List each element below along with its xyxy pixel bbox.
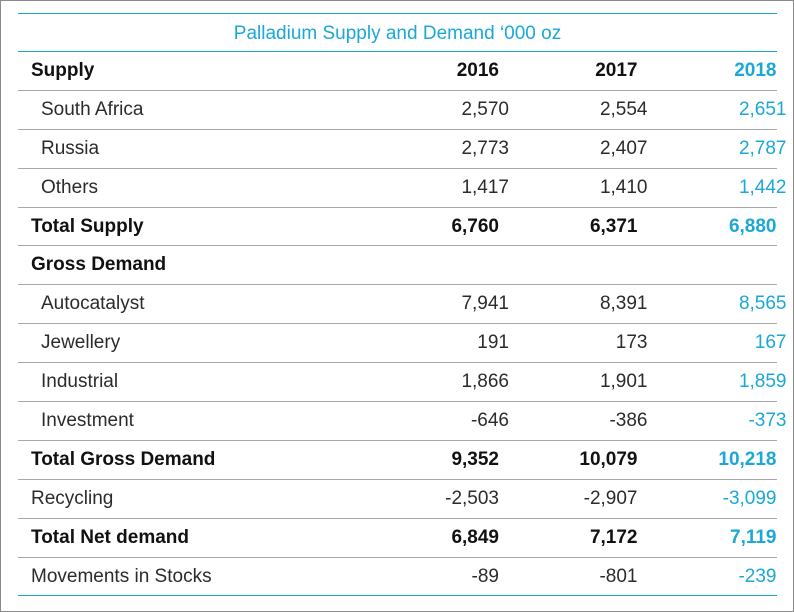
- total-row: Total Net demand 6,849 7,172 7,119: [18, 519, 777, 558]
- table-title: Palladium Supply and Demand ‘000 oz: [18, 13, 777, 52]
- header-label: Supply: [31, 59, 95, 81]
- table-row: Others 1,417 1,410 1,442: [18, 169, 787, 208]
- value-2018: 7,119: [730, 526, 777, 548]
- value-2017: 6,371: [589, 215, 638, 237]
- value-2017: -2,907: [583, 487, 638, 509]
- row-label: Recycling: [31, 487, 114, 509]
- value-2016: -89: [471, 565, 499, 587]
- value-2018: 8,565: [738, 293, 787, 315]
- row-label: Total Gross Demand: [31, 448, 216, 470]
- row-label: Gross Demand: [31, 254, 167, 276]
- value-2016: 7,941: [461, 293, 509, 315]
- value-2016: 2,773: [461, 137, 509, 159]
- row-label: Jewellery: [41, 332, 121, 354]
- table-row: Jewellery 191 173 167: [18, 324, 787, 364]
- table-row: Autocatalyst 7,941 8,391 8,565: [18, 285, 787, 325]
- value-2018: 10,218: [718, 448, 777, 470]
- value-2016: 6,849: [451, 526, 499, 548]
- value-2017: 1,901: [599, 371, 648, 393]
- value-2018: -3,099: [722, 487, 777, 509]
- value-2018: 2,651: [738, 98, 787, 120]
- value-2018: 2,787: [738, 137, 787, 159]
- table-row: Investment -646 -386 -373: [18, 402, 787, 441]
- value-2016: 1,417: [461, 176, 509, 198]
- value-2016: -646: [470, 409, 509, 431]
- row-label: Total Net demand: [31, 526, 189, 548]
- table-row: Industrial 1,866 1,901 1,859: [18, 363, 787, 403]
- value-2016: 191: [477, 332, 509, 354]
- value-2016: -2,503: [445, 487, 499, 509]
- value-2018: 6,880: [728, 215, 777, 237]
- header-row: Supply 2016 2017 2018: [18, 52, 777, 91]
- table-row: South Africa 2,570 2,554 2,651: [18, 91, 787, 130]
- supply-demand-table: Palladium Supply and Demand ‘000 oz Supp…: [18, 13, 787, 597]
- value-2017: 8,391: [599, 293, 648, 315]
- table-row: Movements in Stocks -89 -801 -239: [18, 558, 777, 597]
- table-row: Recycling -2,503 -2,907 -3,099: [18, 480, 777, 519]
- row-label: South Africa: [41, 98, 144, 120]
- total-row: Total Supply 6,760 6,371 6,880: [18, 208, 777, 247]
- row-label: Autocatalyst: [41, 293, 145, 315]
- header-year-2018: 2018: [734, 59, 777, 81]
- value-2017: 2,407: [599, 137, 648, 159]
- row-label: Russia: [41, 137, 100, 159]
- value-2018: 1,859: [738, 371, 787, 393]
- value-2017: 7,172: [589, 526, 638, 548]
- header-year-2017: 2017: [595, 59, 638, 81]
- section-header-row: Gross Demand: [18, 246, 777, 286]
- value-2018: 1,442: [738, 176, 787, 198]
- value-2018: -239: [738, 565, 777, 587]
- row-label: Others: [41, 176, 99, 198]
- value-2016: 1,866: [461, 371, 509, 393]
- value-2018: 167: [754, 332, 787, 354]
- value-2017: -386: [609, 409, 648, 431]
- value-2017: 10,079: [579, 448, 638, 470]
- value-2016: 9,352: [451, 448, 499, 470]
- value-2017: -801: [599, 565, 638, 587]
- header-year-2016: 2016: [456, 59, 499, 81]
- value-2016: 6,760: [451, 215, 499, 237]
- value-2018: -373: [748, 409, 787, 431]
- value-2016: 2,570: [461, 98, 509, 120]
- row-label: Movements in Stocks: [31, 565, 212, 587]
- value-2017: 173: [615, 332, 648, 354]
- row-label: Investment: [41, 409, 134, 431]
- value-2017: 2,554: [599, 98, 648, 120]
- table-row: Russia 2,773 2,407 2,787: [18, 130, 787, 169]
- row-label: Total Supply: [31, 215, 144, 237]
- value-2017: 1,410: [599, 176, 648, 198]
- row-label: Industrial: [41, 371, 119, 393]
- total-row: Total Gross Demand 9,352 10,079 10,218: [18, 441, 777, 480]
